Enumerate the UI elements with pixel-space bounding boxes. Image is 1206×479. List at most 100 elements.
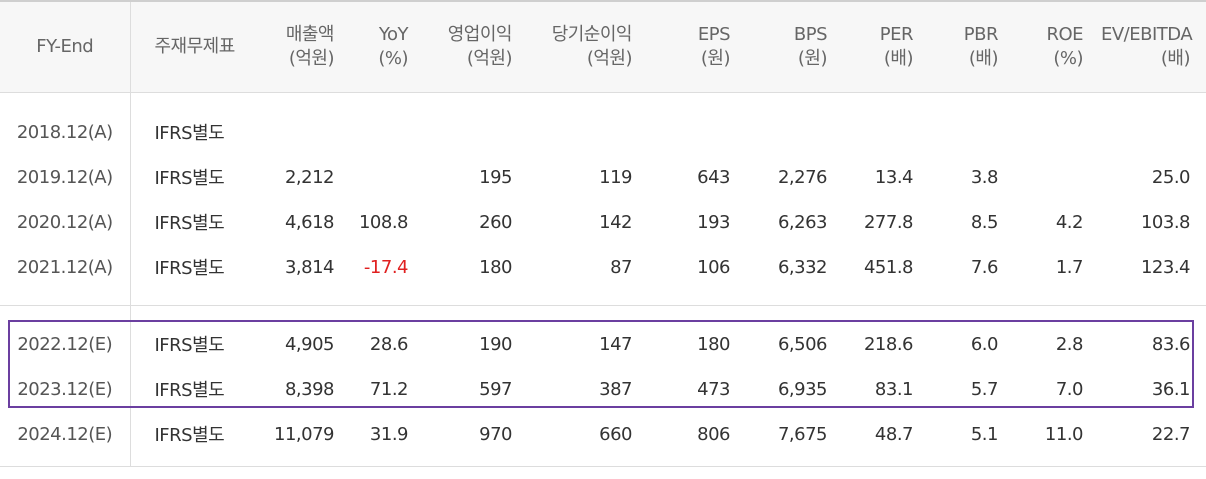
cell-fs-type: IFRS별도	[154, 335, 225, 356]
cell-eps: 643	[697, 166, 730, 188]
cell-per: 277.8	[863, 211, 914, 233]
cell-roe: 7.0	[1055, 378, 1084, 400]
cell-bps: 6,935	[777, 378, 828, 400]
cell-per: 83.1	[874, 378, 914, 400]
cell-op-income: 597	[479, 378, 512, 400]
cell-fy-end: 2018.12(A)	[0, 109, 131, 155]
cell-ev-ebitda: 83.6	[1151, 333, 1191, 355]
cell-yoy: 28.6	[369, 333, 409, 355]
cell-net-income: 87	[610, 256, 632, 278]
cell-per: 13.4	[874, 166, 914, 188]
header-op-income: 영업이익 (억원)	[426, 0, 530, 93]
cell-eps: 806	[697, 423, 730, 445]
header-per: PER (배)	[845, 0, 931, 93]
cell-eps: 106	[697, 256, 730, 278]
cell-roe	[1016, 110, 1101, 155]
cell-sales: 4,905	[284, 333, 335, 355]
spacer-row	[0, 92, 1206, 110]
cell-pbr: 5.7	[970, 378, 999, 400]
table-row: 2024.12(E) IFRS별도 11,079 31.9 970 660 80…	[0, 411, 1206, 457]
cell-fy-end: 2024.12(E)	[0, 411, 131, 457]
cell-fs-type: IFRS별도	[154, 168, 225, 189]
header-net-income: 당기순이익 (억원)	[530, 0, 650, 93]
cell-bps: 2,276	[777, 166, 828, 188]
cell-op-income: 190	[479, 333, 512, 355]
cell-net-income: 147	[599, 333, 632, 355]
cell-yoy-negative: -17.4	[363, 256, 409, 278]
table-body: 2018.12(A) IFRS별도 2019.12(A) IFRS별도 2,21…	[0, 92, 1206, 467]
cell-ev-ebitda: 103.8	[1140, 211, 1191, 233]
cell-eps: 180	[697, 333, 730, 355]
cell-ev-ebitda: 25.0	[1151, 166, 1191, 188]
cell-fy-end: 2020.12(A)	[0, 199, 131, 245]
cell-ev-ebitda: 36.1	[1151, 378, 1191, 400]
cell-pbr: 5.1	[970, 423, 999, 445]
cell-fy-end: 2021.12(A)	[0, 244, 131, 290]
cell-fy-end: 2023.12(E)	[0, 366, 131, 412]
cell-sales: 8,398	[284, 378, 335, 400]
cell-net-income: 387	[599, 378, 632, 400]
cell-op-income: 195	[479, 166, 512, 188]
cell-yoy: 108.8	[358, 211, 409, 233]
cell-fs-type: IFRS별도	[154, 123, 225, 144]
table-row-highlighted: 2023.12(E) IFRS별도 8,398 71.2 597 387 473…	[0, 366, 1206, 412]
cell-fs-type: IFRS별도	[154, 213, 225, 234]
cell-yoy: 31.9	[369, 423, 409, 445]
table-bottom-border	[0, 456, 1206, 467]
cell-fy-end: 2019.12(A)	[0, 154, 131, 200]
cell-yoy	[352, 110, 426, 155]
cell-sales: 4,618	[284, 211, 335, 233]
cell-yoy: 71.2	[369, 378, 409, 400]
cell-fs-type: IFRS별도	[154, 380, 225, 401]
table-header: FY-End 주재무제표 매출액 (억원) YoY (%) 영업이익 (억원) 당기순…	[0, 0, 1206, 93]
cell-eps: 473	[697, 378, 730, 400]
cell-pbr: 8.5	[970, 211, 999, 233]
cell-per: 451.8	[863, 256, 914, 278]
cell-fs-type: IFRS별도	[154, 258, 225, 279]
table-row: 2019.12(A) IFRS별도 2,212 195 119 643 2,27…	[0, 154, 1206, 200]
spacer-row	[0, 305, 1206, 322]
table-row-highlighted: 2022.12(E) IFRS별도 4,905 28.6 190 147 180…	[0, 321, 1206, 367]
cell-yoy	[352, 155, 426, 200]
cell-ev-ebitda: 22.7	[1151, 423, 1191, 445]
cell-sales: 11,079	[274, 423, 334, 445]
table-row: 2020.12(A) IFRS별도 4,618 108.8 260 142 19…	[0, 199, 1206, 245]
cell-net-income: 119	[599, 166, 632, 188]
cell-fy-end: 2022.12(E)	[0, 321, 131, 367]
financial-summary-table: FY-End 주재무제표 매출액 (억원) YoY (%) 영업이익 (억원) 당기순…	[0, 0, 1206, 467]
cell-roe: 4.2	[1055, 211, 1084, 233]
cell-eps	[650, 110, 748, 155]
header-fy-end: FY-End	[0, 0, 131, 93]
header-ev-ebitda: EV/EBITDA (배)	[1101, 0, 1206, 93]
cell-roe	[1016, 155, 1101, 200]
cell-bps: 6,332	[777, 256, 828, 278]
cell-net-income	[530, 110, 650, 155]
cell-ev-ebitda	[1101, 110, 1206, 155]
header-yoy: YoY (%)	[352, 0, 426, 93]
cell-op-income: 260	[479, 211, 512, 233]
cell-sales: 3,814	[284, 256, 335, 278]
cell-per: 218.6	[863, 333, 914, 355]
cell-bps: 7,675	[777, 423, 828, 445]
cell-bps: 6,506	[777, 333, 828, 355]
cell-pbr: 7.6	[970, 256, 999, 278]
cell-op-income: 970	[479, 423, 512, 445]
cell-eps: 193	[697, 211, 730, 233]
cell-bps: 6,263	[777, 211, 828, 233]
header-eps: EPS (원)	[650, 0, 748, 93]
cell-op-income: 180	[479, 256, 512, 278]
table-row: 2021.12(A) IFRS별도 3,814 -17.4 180 87 106…	[0, 244, 1206, 290]
cell-bps	[748, 110, 845, 155]
cell-pbr: 6.0	[970, 333, 999, 355]
cell-per	[845, 110, 931, 155]
header-row: FY-End 주재무제표 매출액 (억원) YoY (%) 영업이익 (억원) 당기순…	[0, 0, 1206, 93]
header-bps: BPS (원)	[748, 0, 845, 93]
cell-per: 48.7	[874, 423, 914, 445]
cell-sales: 2,212	[284, 166, 335, 188]
header-roe: ROE (%)	[1016, 0, 1101, 93]
cell-pbr: 3.8	[970, 166, 999, 188]
cell-op-income	[426, 110, 530, 155]
header-fs-type: 주재무제표	[130, 0, 256, 93]
cell-fs-type: IFRS별도	[154, 425, 225, 446]
